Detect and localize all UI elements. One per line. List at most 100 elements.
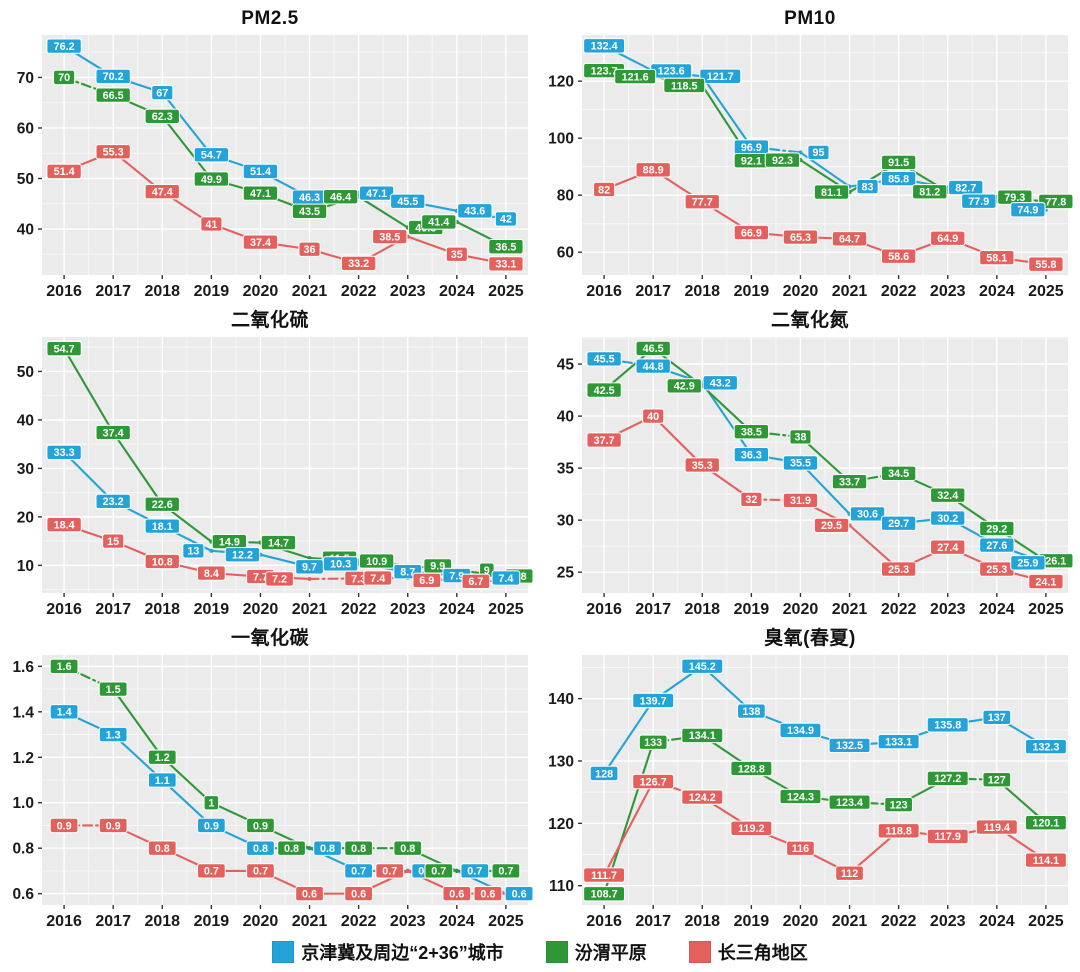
x-axis-tick-label: 2016 <box>46 913 82 930</box>
value-label-box <box>1024 738 1067 755</box>
value-label: 30.2 <box>937 513 958 525</box>
value-label: 18.1 <box>152 521 173 533</box>
value-label: 47.4 <box>152 186 173 198</box>
value-label-box <box>144 553 181 570</box>
value-labels: 76.2 70 51.4 70.2 66.5 55.3 67 62.3 47.4 54.7 49.9… <box>46 38 524 272</box>
x-axis-tick-label: 2021 <box>832 283 868 300</box>
value-label-box <box>491 863 521 879</box>
chart-title-o3: 臭氧(春夏) <box>764 628 856 649</box>
y-axis-tick-label: 25 <box>557 565 575 582</box>
x-axis-tick-label: 2022 <box>341 601 377 618</box>
value-label: 123 <box>890 799 908 811</box>
value-label-box <box>196 565 226 581</box>
value-label-box <box>880 465 917 482</box>
chart-panel-o3: 臭氧(春夏) 128 111.7 108.7 139.7 133 126.7 145.2 13… <box>540 620 1080 932</box>
value-label: 126.7 <box>640 776 667 788</box>
x-axis-tick-label: 2025 <box>488 913 524 930</box>
value-label-box <box>681 658 724 674</box>
value-label: 70.2 <box>103 71 124 83</box>
value-label-box <box>782 492 819 509</box>
value-label: 81.2 <box>919 187 940 199</box>
x-axis-tick-label: 2022 <box>881 913 917 930</box>
x-axis-tick-label: 2018 <box>684 601 720 618</box>
value-label-box <box>147 840 177 856</box>
value-label-box <box>975 819 1018 835</box>
value-label-box <box>635 358 671 374</box>
value-label-box <box>49 658 79 675</box>
value-label-box <box>460 863 490 879</box>
value-label: 0.9 <box>57 820 72 832</box>
value-label: 0.7 <box>382 866 397 878</box>
value-label-box <box>49 704 79 720</box>
value-label: 0.7 <box>204 866 219 878</box>
y-axis-tick-label: 100 <box>548 131 574 148</box>
x-axis-tick-label: 2019 <box>194 913 230 930</box>
value-label-box <box>95 493 131 510</box>
value-label-box <box>663 77 706 94</box>
value-label: 67 <box>156 87 168 99</box>
x-axis-tick-label: 2021 <box>292 913 328 930</box>
value-label: 14.9 <box>219 536 240 548</box>
value-label-box <box>147 772 177 788</box>
value-label: 58.6 <box>888 251 909 263</box>
value-label-box <box>1024 852 1067 868</box>
value-label-box <box>684 457 721 473</box>
chart-svg-pm10: 132.4 123.7 82 123.6 121.6 88.9 121.7 118.5 77.7… <box>548 35 1074 300</box>
value-label: 116 <box>792 843 809 855</box>
x-axis-tick-label: 2017 <box>635 913 671 930</box>
y-axis-tick-label: 140 <box>548 691 574 708</box>
y-axis-tick-label: 40 <box>17 412 34 429</box>
legend-swatch-red <box>688 941 711 963</box>
x-axis-tick-label: 2017 <box>635 601 671 618</box>
value-label-box <box>880 561 917 577</box>
value-label: 54.7 <box>201 150 222 162</box>
value-label: 1.2 <box>155 752 170 764</box>
x-axis-tick-label: 2017 <box>95 283 131 300</box>
value-label: 9.7 <box>302 562 317 574</box>
value-label: 15 <box>107 536 119 548</box>
value-label: 22.6 <box>152 499 173 511</box>
y-axis-tick-label: 45 <box>557 357 575 374</box>
value-label: 119.2 <box>738 823 764 835</box>
value-label: 37.4 <box>250 237 271 249</box>
value-label: 10.8 <box>152 556 173 568</box>
value-label: 46.5 <box>643 343 664 355</box>
value-label: 45.5 <box>397 196 418 208</box>
data-point <box>307 576 312 582</box>
chart-svg-co: 1.6 1.4 0.9 1.5 1.3 0.9 1.2 1.1 0.8 1 0.9 0.7 0.9 0.8… <box>12 655 534 930</box>
value-label-box <box>98 681 128 697</box>
value-label-box <box>49 817 79 834</box>
value-label-box <box>393 840 423 856</box>
value-label: 0.7 <box>253 866 268 878</box>
value-labels: 54.7 33.3 18.4 37.4 23.2 15 22.6 18.1 10.8 14.9 13… <box>46 340 534 590</box>
x-axis-tick-label: 2019 <box>194 283 230 300</box>
value-label: 0.9 <box>253 820 268 832</box>
value-label-box <box>877 733 920 750</box>
chart-title-so2: 二氧化硫 <box>230 310 309 331</box>
value-label: 123.7 <box>591 65 618 77</box>
value-label: 38.5 <box>741 426 762 438</box>
value-label: 123.4 <box>836 797 863 809</box>
x-axis-tick-label: 2024 <box>979 913 1015 930</box>
value-label-box <box>929 230 966 246</box>
value-label-box <box>779 722 822 739</box>
value-labels: 132.4 123.7 82 123.6 121.6 88.9 121.7 118.5 77.7… <box>583 38 1074 272</box>
value-label: 133 <box>644 737 662 749</box>
axes: 25 30 35 40 45 2016 2017 2018 2019 2020 2021 2022 20… <box>557 357 1064 618</box>
x-axis-tick-label: 2016 <box>586 913 622 930</box>
value-label: 38.5 <box>379 231 400 243</box>
value-label-box <box>982 709 1012 726</box>
value-label-box <box>242 185 279 201</box>
value-label-box <box>1038 193 1074 210</box>
x-axis-tick-label: 2018 <box>144 913 180 930</box>
value-label: 124.2 <box>689 792 716 804</box>
value-label: 134.1 <box>689 730 716 742</box>
value-label: 137 <box>988 712 1006 724</box>
value-label-box <box>461 573 491 590</box>
value-label: 133.1 <box>885 736 912 748</box>
series-segment <box>701 75 753 149</box>
y-axis-tick-label: 0.6 <box>12 886 34 903</box>
value-label: 10.3 <box>330 559 351 571</box>
series-segment <box>161 91 213 156</box>
value-label-box <box>1024 814 1067 831</box>
